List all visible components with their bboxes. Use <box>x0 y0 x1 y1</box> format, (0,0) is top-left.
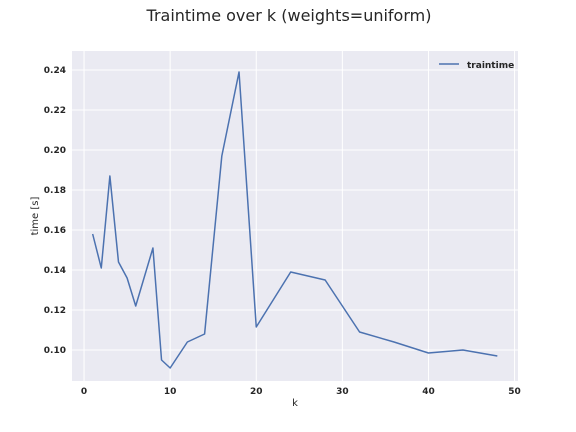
y-tick-label: 0.18 <box>44 186 66 196</box>
x-tick-label: 40 <box>422 387 435 397</box>
y-tick-label: 0.16 <box>44 226 66 236</box>
x-axis-ticks: 0 10 20 30 40 50 <box>81 387 521 397</box>
x-tick-label: 0 <box>81 387 87 397</box>
y-tick-label: 0.12 <box>44 306 66 316</box>
y-axis-label: time [s] <box>30 197 41 236</box>
y-tick-label: 0.14 <box>44 266 66 276</box>
y-tick-label: 0.24 <box>44 66 66 76</box>
plot-area <box>72 51 518 381</box>
x-tick-label: 20 <box>250 387 263 397</box>
x-tick-label: 10 <box>164 387 177 397</box>
legend: traintime <box>439 61 514 71</box>
x-tick-label: 30 <box>336 387 349 397</box>
x-axis-label: k <box>292 398 298 409</box>
series-layer <box>91 71 498 369</box>
y-axis-ticks: 0.10 0.12 0.14 0.16 0.18 0.20 0.22 0.24 <box>44 66 66 356</box>
y-tick-label: 0.20 <box>44 146 66 156</box>
chart-title: Traintime over k (weights=uniform) <box>146 6 432 25</box>
y-tick-label: 0.10 <box>44 346 66 356</box>
legend-label-traintime: traintime <box>467 61 514 71</box>
y-tick-label: 0.22 <box>44 106 66 116</box>
x-tick-label: 50 <box>508 387 521 397</box>
